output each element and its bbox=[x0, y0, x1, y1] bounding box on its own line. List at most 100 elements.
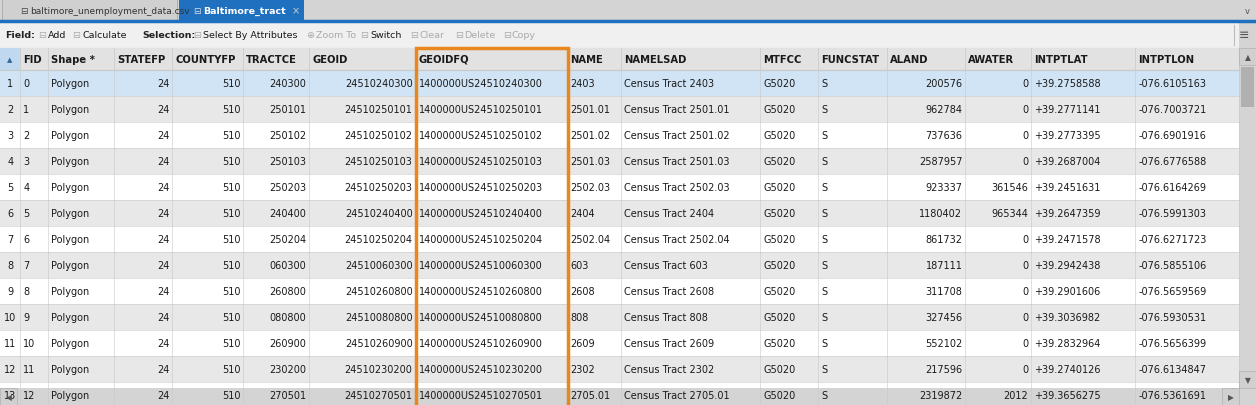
Text: Shape *: Shape * bbox=[51, 55, 95, 65]
Text: 3: 3 bbox=[8, 131, 14, 141]
Text: S: S bbox=[821, 105, 828, 115]
Text: 6: 6 bbox=[24, 234, 29, 244]
Text: Census Tract 2302: Census Tract 2302 bbox=[624, 364, 713, 374]
Text: 510: 510 bbox=[222, 105, 240, 115]
Text: 1400000US24510250101: 1400000US24510250101 bbox=[418, 105, 543, 115]
Text: 923337: 923337 bbox=[926, 183, 962, 192]
Text: 1400000US24510250203: 1400000US24510250203 bbox=[418, 183, 543, 192]
Text: ⊟: ⊟ bbox=[502, 32, 511, 40]
Text: Add: Add bbox=[48, 32, 67, 40]
Text: INTPTLON: INTPTLON bbox=[1138, 55, 1194, 65]
Text: Clear: Clear bbox=[420, 32, 445, 40]
Text: 24510260900: 24510260900 bbox=[345, 338, 412, 348]
Text: Polygon: Polygon bbox=[51, 131, 89, 141]
Text: AWATER: AWATER bbox=[968, 55, 1015, 65]
Text: G5020: G5020 bbox=[764, 286, 795, 296]
Text: GEOIDFQ: GEOIDFQ bbox=[418, 55, 470, 65]
Text: Census Tract 2609: Census Tract 2609 bbox=[624, 338, 713, 348]
Text: 24510270501: 24510270501 bbox=[344, 390, 412, 400]
Text: NAME: NAME bbox=[570, 55, 603, 65]
Text: COUNTYFP: COUNTYFP bbox=[176, 55, 236, 65]
Text: Polygon: Polygon bbox=[51, 209, 89, 218]
Text: ◀: ◀ bbox=[5, 392, 11, 401]
Text: 510: 510 bbox=[222, 286, 240, 296]
Text: -076.6901916: -076.6901916 bbox=[1138, 131, 1206, 141]
Text: Census Tract 2403: Census Tract 2403 bbox=[624, 79, 713, 89]
Text: Census Tract 2502.03: Census Tract 2502.03 bbox=[624, 183, 730, 192]
Text: 250101: 250101 bbox=[269, 105, 306, 115]
Text: 24: 24 bbox=[157, 312, 170, 322]
Text: 217596: 217596 bbox=[926, 364, 962, 374]
Text: 240300: 240300 bbox=[269, 79, 306, 89]
Text: 4: 4 bbox=[8, 157, 14, 166]
Text: STATEFP: STATEFP bbox=[117, 55, 166, 65]
Text: 361546: 361546 bbox=[991, 183, 1029, 192]
Bar bbox=[1238, 0, 1256, 22]
Text: ⊟: ⊟ bbox=[38, 32, 46, 40]
Bar bbox=[1238, 22, 1256, 405]
Text: v: v bbox=[1245, 6, 1250, 15]
Text: Selection:: Selection: bbox=[142, 32, 195, 40]
Text: ⊟: ⊟ bbox=[455, 32, 463, 40]
Bar bbox=[0, 175, 1238, 200]
Text: Census Tract 603: Census Tract 603 bbox=[624, 260, 707, 270]
Text: baltimore_unemployment_data.csv: baltimore_unemployment_data.csv bbox=[30, 6, 190, 15]
Text: 2403: 2403 bbox=[570, 79, 595, 89]
Text: 0: 0 bbox=[1022, 79, 1029, 89]
Bar bbox=[1238, 49, 1256, 66]
Text: +39.2771141: +39.2771141 bbox=[1034, 105, 1100, 115]
Text: 1400000US24510250102: 1400000US24510250102 bbox=[418, 131, 543, 141]
Text: 965344: 965344 bbox=[991, 209, 1029, 218]
Text: 1: 1 bbox=[8, 79, 14, 89]
Text: 2502.03: 2502.03 bbox=[570, 183, 610, 192]
Text: ⊕: ⊕ bbox=[306, 32, 314, 40]
Text: G5020: G5020 bbox=[764, 390, 795, 400]
Text: ⊟: ⊟ bbox=[20, 6, 28, 15]
Text: 260800: 260800 bbox=[269, 286, 306, 296]
Text: G5020: G5020 bbox=[764, 131, 795, 141]
Text: 1180402: 1180402 bbox=[919, 209, 962, 218]
Text: 24510080800: 24510080800 bbox=[345, 312, 412, 322]
Text: 2319872: 2319872 bbox=[919, 390, 962, 400]
Text: S: S bbox=[821, 157, 828, 166]
Text: 1400000US24510080800: 1400000US24510080800 bbox=[418, 312, 543, 322]
Text: +39.2687004: +39.2687004 bbox=[1034, 157, 1100, 166]
Text: 24: 24 bbox=[157, 338, 170, 348]
Text: 510: 510 bbox=[222, 157, 240, 166]
Text: 0: 0 bbox=[24, 79, 29, 89]
Text: ⊟: ⊟ bbox=[193, 6, 201, 15]
Text: 12: 12 bbox=[24, 390, 35, 400]
Text: 2012: 2012 bbox=[1004, 390, 1029, 400]
Text: 1400000US24510270501: 1400000US24510270501 bbox=[418, 390, 543, 400]
Text: GEOID: GEOID bbox=[313, 55, 348, 65]
Text: Census Tract 2501.01: Census Tract 2501.01 bbox=[624, 105, 730, 115]
Text: +39.2471578: +39.2471578 bbox=[1034, 234, 1100, 244]
Text: 250102: 250102 bbox=[269, 131, 306, 141]
Text: Zoom To: Zoom To bbox=[317, 32, 357, 40]
Text: ▲: ▲ bbox=[8, 57, 13, 63]
Text: 24510250203: 24510250203 bbox=[344, 183, 412, 192]
Text: 1400000US24510240300: 1400000US24510240300 bbox=[418, 79, 543, 89]
Bar bbox=[0, 388, 18, 405]
Text: -076.6105163: -076.6105163 bbox=[1138, 79, 1206, 89]
Text: 24510060300: 24510060300 bbox=[345, 260, 412, 270]
Bar bbox=[180, 0, 304, 22]
Text: 510: 510 bbox=[222, 183, 240, 192]
Text: Census Tract 2608: Census Tract 2608 bbox=[624, 286, 713, 296]
Text: 230200: 230200 bbox=[269, 364, 306, 374]
Text: ⊟: ⊟ bbox=[193, 32, 201, 40]
Text: 3: 3 bbox=[24, 157, 29, 166]
Text: G5020: G5020 bbox=[764, 209, 795, 218]
Bar bbox=[0, 149, 1238, 175]
Text: 24: 24 bbox=[157, 79, 170, 89]
Text: 24510250101: 24510250101 bbox=[344, 105, 412, 115]
Text: 2302: 2302 bbox=[570, 364, 595, 374]
Text: ⊟: ⊟ bbox=[409, 32, 418, 40]
Text: Select By Attributes: Select By Attributes bbox=[203, 32, 298, 40]
Text: S: S bbox=[821, 338, 828, 348]
Text: 250103: 250103 bbox=[269, 157, 306, 166]
Text: 10: 10 bbox=[24, 338, 35, 348]
Bar bbox=[0, 49, 1238, 405]
Text: G5020: G5020 bbox=[764, 157, 795, 166]
Bar bbox=[0, 278, 1238, 304]
